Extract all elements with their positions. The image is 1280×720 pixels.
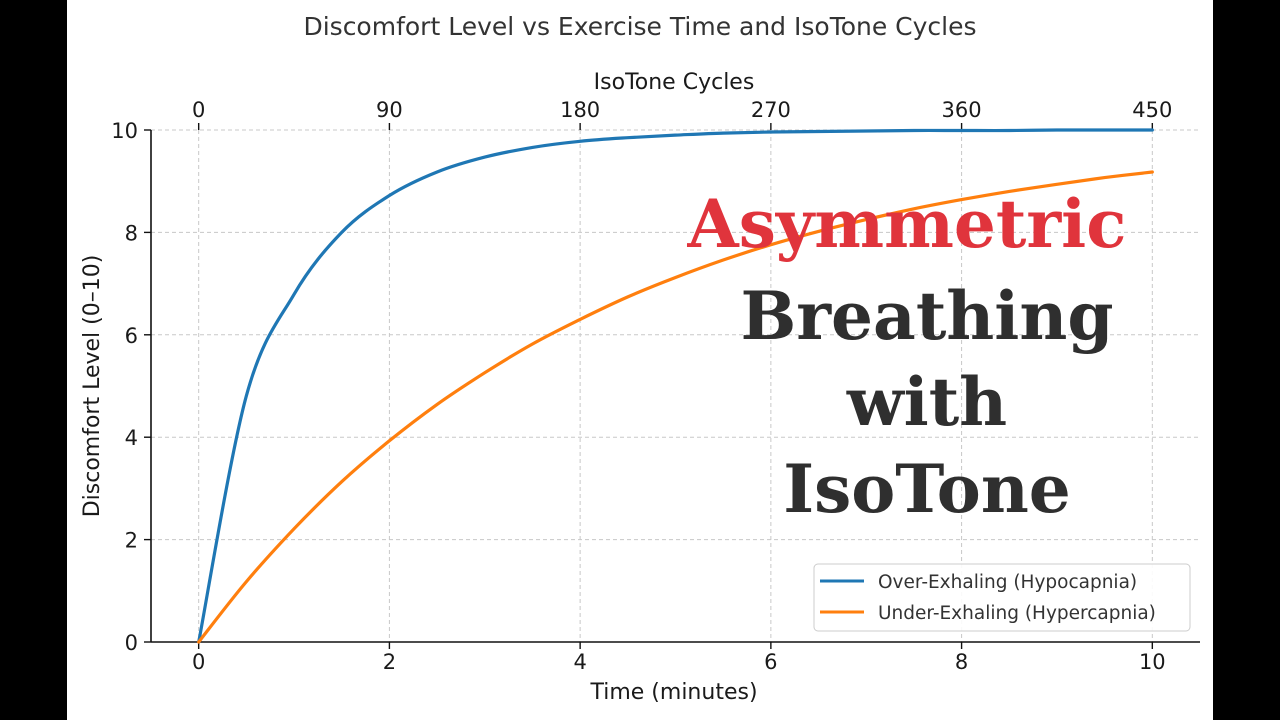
overlay-line-breathing: Breathing [741, 277, 1114, 355]
chart-title: Discomfort Level vs Exercise Time and Is… [303, 12, 976, 41]
grid [151, 129, 1200, 643]
top-tick-label: 0 [192, 98, 205, 122]
x-tick-label: 4 [573, 650, 586, 674]
series [197, 128, 1154, 644]
top-tick-label: 90 [376, 98, 403, 122]
top-tick-label: 450 [1132, 98, 1172, 122]
x-tick-label: 8 [955, 650, 968, 674]
legend: Over-Exhaling (Hypocapnia) Under-Exhalin… [813, 563, 1191, 632]
y-tick-label: 8 [125, 221, 138, 245]
chart-canvas: Discomfort Level vs Exercise Time and Is… [67, 0, 1213, 720]
top-tick-label: 270 [751, 98, 791, 122]
title-overlay: Asymmetric Breathing with IsoTone [687, 185, 1127, 528]
series-line-under-exhaling [197, 170, 1154, 644]
y-axis-label: Discomfort Level (0–10) [80, 255, 105, 518]
top-tick-label: 180 [560, 98, 600, 122]
legend-label-under-exhaling: Under-Exhaling (Hypercapnia) [878, 603, 1156, 624]
chart-svg: Discomfort Level vs Exercise Time and Is… [80, 12, 1200, 705]
y-tick-label: 6 [125, 324, 138, 348]
legend-label-over-exhaling: Over-Exhaling (Hypocapnia) [878, 572, 1137, 593]
top-axis-label: IsoTone Cycles [594, 70, 755, 95]
x-tick-label: 0 [192, 650, 205, 674]
overlay-line-asymmetric: Asymmetric [687, 185, 1127, 263]
y-tick-label: 10 [111, 119, 138, 143]
x-tick-label: 6 [764, 650, 777, 674]
top-tick-label: 360 [942, 98, 982, 122]
series-line-over-exhaling [197, 128, 1154, 644]
x-tick-label: 10 [1139, 650, 1166, 674]
y-tick-label: 4 [125, 426, 138, 450]
overlay-line-with: with [846, 363, 1007, 441]
y-tick-label: 2 [125, 529, 138, 553]
x-axis-label: Time (minutes) [589, 680, 757, 705]
legend-box [813, 563, 1191, 632]
overlay-line-isotone: IsoTone [783, 450, 1071, 528]
x-tick-label: 2 [383, 650, 396, 674]
axes: 0 2 4 6 8 10 0 2 4 6 8 10 0 90 180 270 360 450 [111, 98, 1200, 674]
y-tick-label: 0 [125, 631, 138, 655]
